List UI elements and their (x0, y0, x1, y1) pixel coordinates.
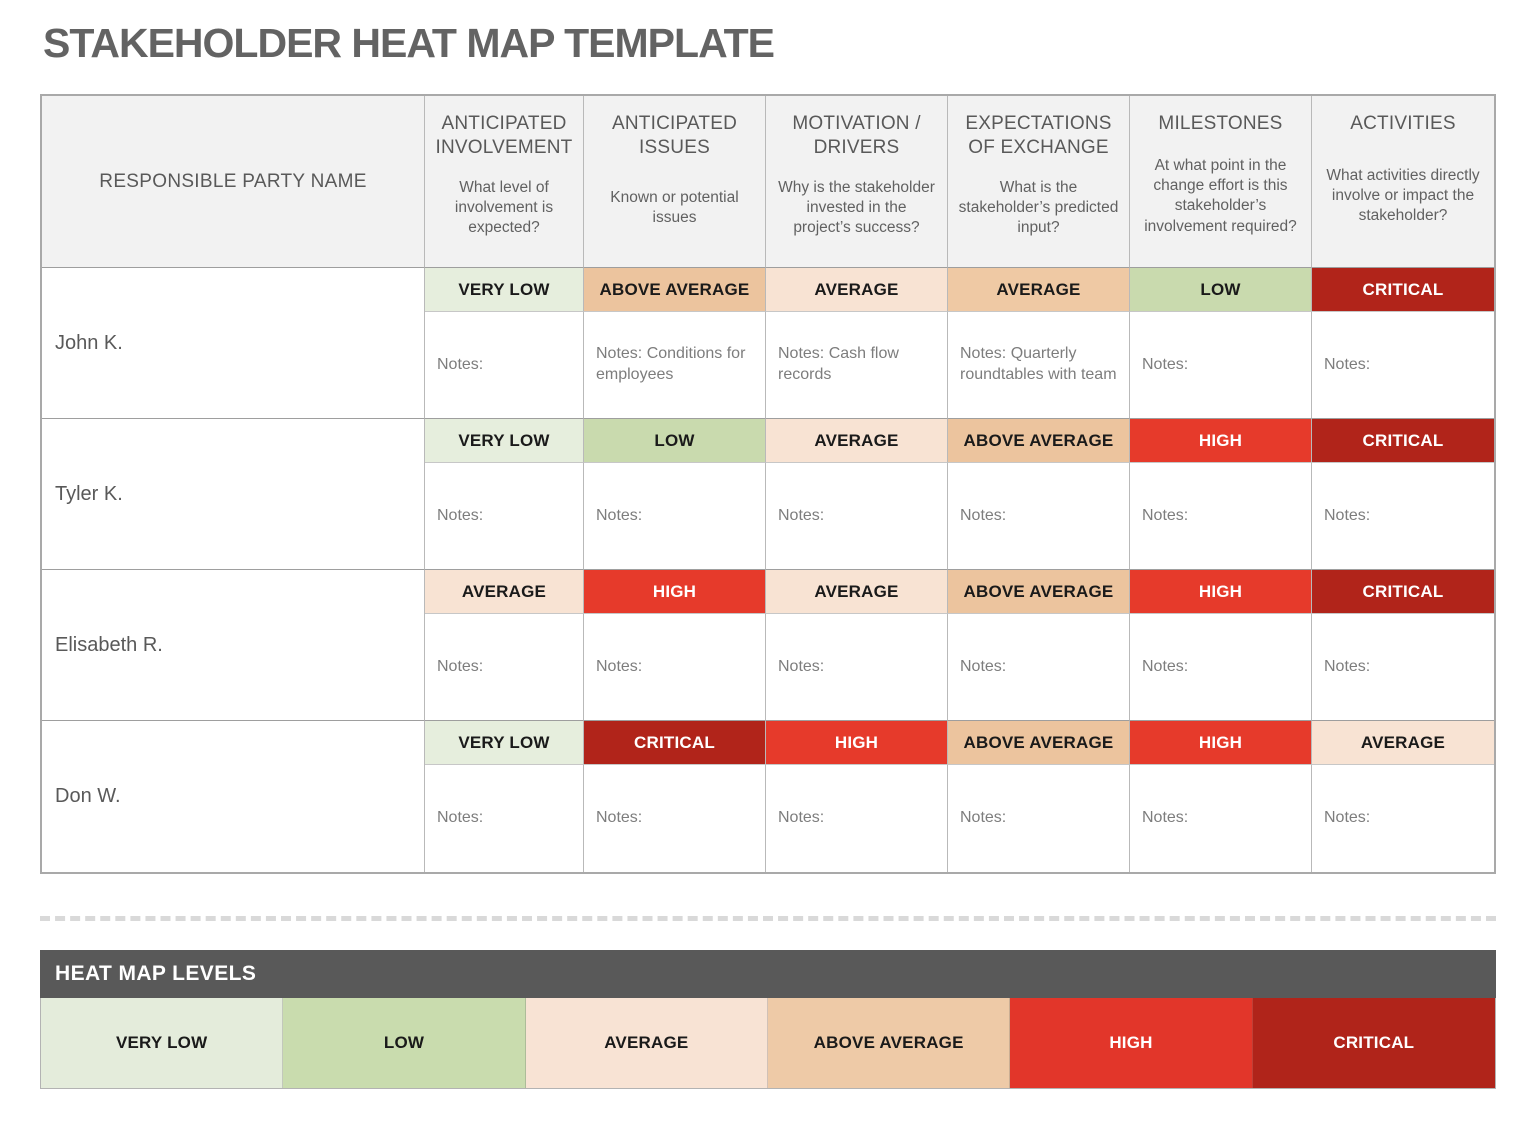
column-question: What is the stakeholder’s predicted inpu… (958, 179, 1119, 237)
column-title: MOTIVATION / DRIVERS (792, 113, 921, 158)
rating-cell[interactable]: CRITICAL (1312, 268, 1494, 312)
notes-cell[interactable]: Notes: Conditions for employees (584, 312, 766, 419)
column-header-milestones: MILESTONES At what point in the change e… (1130, 96, 1312, 268)
notes-cell[interactable]: Notes: (1312, 614, 1494, 721)
rating-cell[interactable]: ABOVE AVERAGE (948, 570, 1130, 614)
rating-cell[interactable]: AVERAGE (766, 268, 948, 312)
notes-cell[interactable]: Notes: (948, 614, 1130, 721)
column-question: At what point in the change effort is th… (1144, 157, 1297, 235)
notes-cell[interactable]: Notes: (1324, 809, 1371, 827)
notes-cell[interactable]: Notes: (425, 614, 584, 721)
column-question: What activities directly involve or impa… (1326, 167, 1480, 225)
column-header-responsible-party: RESPONSIBLE PARTY NAME (42, 96, 425, 268)
notes-cell[interactable]: Notes: Cash flow records (766, 312, 948, 419)
rating-cell[interactable]: VERY LOW (425, 268, 584, 312)
notes-cell[interactable]: Notes: (584, 463, 766, 570)
notes-cell[interactable]: Notes: Quarterly roundtables with team (948, 312, 1130, 419)
legend-level-high: HIGH (1010, 998, 1253, 1088)
legend-level-very-low: VERY LOW (41, 998, 284, 1088)
column-question: Why is the stakeholder invested in the p… (778, 179, 935, 237)
rating-cell[interactable]: AVERAGE (948, 268, 1130, 312)
rating-cell[interactable]: ABOVE AVERAGE (948, 721, 1130, 765)
rating-cell[interactable]: HIGH (1130, 721, 1312, 765)
notes-cell[interactable]: Notes: (1130, 312, 1312, 419)
notes-cell[interactable]: Notes: (1130, 614, 1312, 721)
rating-cell[interactable]: AVERAGE (766, 570, 948, 614)
legend-level-above-average: ABOVE AVERAGE (767, 998, 1011, 1088)
column-title: ACTIVITIES (1350, 113, 1456, 134)
rating-cell[interactable]: AVERAGE (1312, 721, 1494, 765)
legend-title-bar: HEAT MAP LEVELS (40, 950, 1496, 998)
rating-cell[interactable]: LOW (1130, 268, 1312, 312)
rating-cell[interactable]: CRITICAL (1312, 570, 1494, 614)
column-title: MILESTONES (1158, 113, 1283, 134)
column-header-anticipated-issues: ANTICIPATED ISSUES Known or potential is… (584, 96, 766, 268)
column-header-activities: ACTIVITIES What activities directly invo… (1312, 96, 1494, 268)
notes-cell[interactable]: Notes: (766, 614, 948, 721)
notes-cell[interactable]: Notes: (425, 463, 584, 570)
rating-cell[interactable]: CRITICAL (584, 721, 766, 765)
rating-cell[interactable]: HIGH (1130, 419, 1312, 463)
notes-cell[interactable]: Notes: (766, 463, 948, 570)
legend-level-low: LOW (283, 998, 526, 1088)
stakeholder-name-cell[interactable]: Don W. (42, 721, 425, 872)
column-title: ANTICIPATED INVOLVEMENT (435, 113, 573, 158)
column-header-anticipated-involvement: ANTICIPATED INVOLVEMENT What level of in… (425, 96, 584, 268)
rating-cell[interactable]: HIGH (584, 570, 766, 614)
legend-level-critical: CRITICAL (1252, 998, 1495, 1088)
rating-cell[interactable]: VERY LOW (425, 721, 584, 765)
column-question: Known or potential issues (610, 189, 739, 227)
notes-cell[interactable]: Notes: (1130, 765, 1312, 872)
rating-cell[interactable]: ABOVE AVERAGE (584, 268, 766, 312)
column-header-motivation-drivers: MOTIVATION / DRIVERS Why is the stakehol… (766, 96, 948, 268)
dashed-divider (40, 916, 1496, 921)
notes-cell[interactable]: Notes: (1130, 463, 1312, 570)
notes-cell[interactable]: Notes: (425, 765, 584, 872)
notes-cell[interactable]: Notes: (425, 312, 584, 419)
notes-cell[interactable]: Notes: (766, 765, 948, 872)
stakeholder-name-cell[interactable]: John K. (42, 268, 425, 419)
rating-cell[interactable]: HIGH (766, 721, 948, 765)
notes-cell[interactable]: Notes: (948, 463, 1130, 570)
rating-cell[interactable]: AVERAGE (425, 570, 584, 614)
rating-cell[interactable]: AVERAGE (766, 419, 948, 463)
notes-cell[interactable]: Notes: (948, 765, 1130, 872)
column-header-expectations-of-exchange: EXPECTATIONS OF EXCHANGE What is the sta… (948, 96, 1130, 268)
column-title: ANTICIPATED ISSUES (611, 113, 737, 158)
notes-cell[interactable]: Notes: (1312, 312, 1494, 419)
page-title: STAKEHOLDER HEAT MAP TEMPLATE (43, 20, 775, 66)
stakeholder-heatmap-table: RESPONSIBLE PARTY NAME ANTICIPATED INVOL… (40, 94, 1496, 874)
column-question: What level of involvement is expected? (454, 179, 554, 237)
rating-cell[interactable]: VERY LOW (425, 419, 584, 463)
notes-cell[interactable]: Notes: (584, 614, 766, 721)
rating-cell[interactable]: HIGH (1130, 570, 1312, 614)
stakeholder-name-cell[interactable]: Tyler K. (42, 419, 425, 570)
notes-cell[interactable]: Notes: (584, 765, 766, 872)
notes-cell[interactable]: Notes: (1312, 463, 1494, 570)
rating-cell[interactable]: CRITICAL (1312, 419, 1494, 463)
legend-title: HEAT MAP LEVELS (55, 962, 257, 985)
stakeholder-name-cell[interactable]: Elisabeth R. (42, 570, 425, 721)
legend-level-average: AVERAGE (525, 998, 768, 1088)
rating-cell[interactable]: LOW (584, 419, 766, 463)
rating-cell[interactable]: ABOVE AVERAGE (948, 419, 1130, 463)
column-title: EXPECTATIONS OF EXCHANGE (965, 113, 1112, 158)
legend-row: VERY LOW LOW AVERAGE ABOVE AVERAGE HIGH … (40, 998, 1496, 1089)
